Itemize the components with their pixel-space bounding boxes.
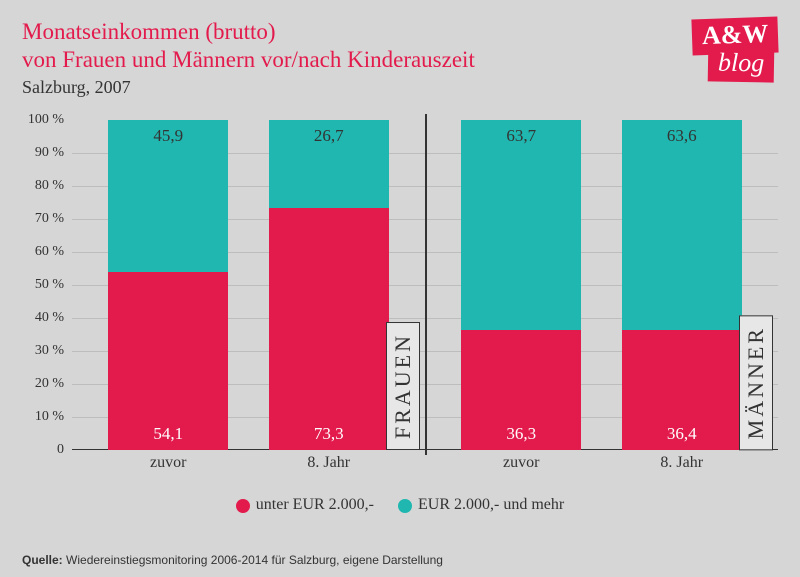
y-tick: 10 %: [35, 409, 64, 425]
panel: 63,7 36,3 63,6 36,4MÄNNER: [425, 120, 778, 450]
bar-segment-lower: 73,3: [269, 208, 389, 450]
legend-item: EUR 2.000,- und mehr: [398, 496, 564, 514]
bar-value: 63,6: [622, 126, 742, 146]
panel: 45,9 54,1 26,7 73,3FRAUEN: [72, 120, 425, 450]
bar-value: 63,7: [461, 126, 581, 146]
bar-value: 36,4: [622, 424, 742, 444]
subtitle: Salzburg, 2007: [22, 77, 670, 98]
x-panel: zuvor 8. Jahr: [72, 454, 425, 472]
y-tick: 80 %: [35, 178, 64, 194]
bar-segment-upper: 63,7: [461, 120, 581, 330]
x-label: zuvor: [108, 454, 228, 472]
y-tick: 0: [57, 442, 64, 458]
title: Monatseinkommen (brutto) von Frauen und …: [22, 18, 670, 73]
legend-swatch: [236, 499, 250, 513]
bar-segment-upper: 63,6: [622, 120, 742, 330]
y-tick: 20 %: [35, 376, 64, 392]
source-text: Wiedereinstiegsmonitoring 2006-2014 für …: [66, 553, 443, 567]
x-label: zuvor: [461, 454, 581, 472]
y-tick: 100 %: [28, 112, 64, 128]
y-tick: 70 %: [35, 211, 64, 227]
bar-value: 26,7: [269, 126, 389, 146]
bar-value: 36,3: [461, 424, 581, 444]
x-label: 8. Jahr: [269, 454, 389, 472]
x-panel: zuvor 8. Jahr: [425, 454, 778, 472]
title-line2: von Frauen und Männern vor/nach Kinderau…: [22, 47, 475, 72]
plot-area: 45,9 54,1 26,7 73,3FRAUEN 63,7 36,3 63,6 36,4MÄ…: [72, 120, 778, 490]
bar-segment-upper: 45,9: [108, 120, 228, 271]
header: Monatseinkommen (brutto) von Frauen und …: [22, 18, 778, 98]
y-axis: 010 %20 %30 %40 %50 %60 %70 %80 %90 %100…: [22, 120, 72, 450]
group-label: FRAUEN: [386, 322, 420, 450]
y-tick: 60 %: [35, 244, 64, 260]
bar: 63,7 36,3: [461, 120, 581, 450]
bar: 63,6 36,4: [622, 120, 742, 450]
y-tick: 40 %: [35, 310, 64, 326]
y-tick: 50 %: [35, 277, 64, 293]
bar-segment-lower: 36,4: [622, 330, 742, 450]
title-block: Monatseinkommen (brutto) von Frauen und …: [22, 18, 670, 98]
bar-value: 73,3: [269, 424, 389, 444]
y-tick: 90 %: [35, 145, 64, 161]
bars: 45,9 54,1 26,7 73,3FRAUEN 63,7 36,3 63,6 36,4MÄ…: [72, 120, 778, 450]
bar-value: 45,9: [108, 126, 228, 146]
legend-label: unter EUR 2.000,-: [256, 496, 374, 513]
chart: 010 %20 %30 %40 %50 %60 %70 %80 %90 %100…: [22, 120, 778, 490]
legend-item: unter EUR 2.000,-: [236, 496, 374, 514]
source-label: Quelle:: [22, 553, 63, 567]
bar: 26,7 73,3: [269, 120, 389, 450]
legend-label: EUR 2.000,- und mehr: [418, 496, 564, 513]
y-tick: 30 %: [35, 343, 64, 359]
title-line1: Monatseinkommen (brutto): [22, 19, 276, 44]
x-axis: zuvor 8. Jahr zuvor 8. Jahr: [72, 454, 778, 472]
bar-segment-lower: 36,3: [461, 330, 581, 450]
group-label: MÄNNER: [739, 315, 773, 450]
source: Quelle: Wiedereinstiegsmonitoring 2006-2…: [22, 553, 443, 567]
bar-value: 54,1: [108, 424, 228, 444]
logo: A&W blog: [670, 18, 778, 86]
bar-segment-lower: 54,1: [108, 272, 228, 451]
logo-line2: blog: [707, 47, 774, 82]
bar-segment-upper: 26,7: [269, 120, 389, 208]
bar: 45,9 54,1: [108, 120, 228, 450]
chart-container: Monatseinkommen (brutto) von Frauen und …: [0, 0, 800, 577]
x-label: 8. Jahr: [622, 454, 742, 472]
legend: unter EUR 2.000,- EUR 2.000,- und mehr: [22, 496, 778, 514]
legend-swatch: [398, 499, 412, 513]
